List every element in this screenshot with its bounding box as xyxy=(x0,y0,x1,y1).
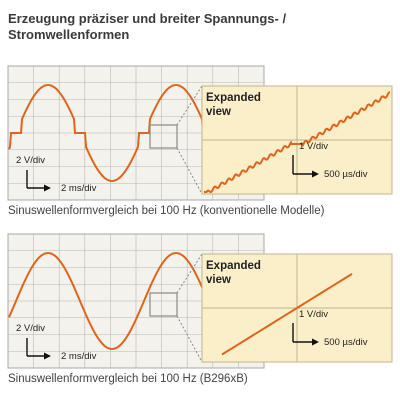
expanded-view-title-line-1: Expanded xyxy=(206,260,261,272)
expanded-scale-arrow-icon xyxy=(312,170,319,178)
expanded-view-box: Expanded view 1 V/div 500 µs/div xyxy=(201,253,393,363)
scope-horizontal-scale-label: 2 ms/div xyxy=(61,351,97,362)
expanded-vertical-scale-label: 1 V/div xyxy=(299,309,328,320)
title-line-2: Stromwellenformen xyxy=(8,27,130,42)
zoom-connector-bottom xyxy=(176,147,203,195)
page-title: Erzeugung präziser und breiter Spannungs… xyxy=(8,11,388,43)
expanded-waveform xyxy=(204,91,391,194)
scope-scale-indicator: 2 V/div 2 ms/div xyxy=(16,323,97,362)
zoom-connector-bottom xyxy=(176,315,203,363)
scope-horizontal-scale-label: 2 ms/div xyxy=(61,183,97,194)
scope-scale-indicator: 2 V/div 2 ms/div xyxy=(16,155,97,194)
scope-scale-arrow-icon xyxy=(44,184,51,192)
expanded-view-title-line-2: view xyxy=(206,106,231,118)
expanded-scale-arrow-icon xyxy=(312,338,319,346)
zoom-region-marker xyxy=(149,124,178,149)
scope-scale-arrow-icon xyxy=(44,352,51,360)
b296xb-waveform-panel: Expanded view 1 V/div 500 µs/div 2 V/div… xyxy=(7,233,393,369)
expanded-view-title-line-2: view xyxy=(206,274,231,286)
expanded-horizontal-scale-label: 500 µs/div xyxy=(324,337,368,348)
expanded-horizontal-scale-label: 500 µs/div xyxy=(324,169,368,180)
conventional-waveform-panel: Expanded view 1 V/div 500 µs/div 2 V/div… xyxy=(7,65,393,201)
expanded-view-title-line-1: Expanded xyxy=(206,92,261,104)
expanded-waveform xyxy=(221,273,353,356)
scope-vertical-scale-label: 2 V/div xyxy=(16,323,45,334)
scope-vertical-scale-label: 2 V/div xyxy=(16,155,45,166)
expanded-view-box: Expanded view 1 V/div 500 µs/div xyxy=(201,85,393,195)
b296xb-caption: Sinuswellenformvergleich bei 100 Hz (B29… xyxy=(8,373,248,385)
zoom-region-marker xyxy=(149,292,178,317)
conventional-caption: Sinuswellenformvergleich bei 100 Hz (kon… xyxy=(8,205,325,217)
expanded-vertical-scale-label: 1 V/div xyxy=(299,141,328,152)
title-line-1: Erzeugung präziser und breiter Spannungs… xyxy=(8,11,287,26)
